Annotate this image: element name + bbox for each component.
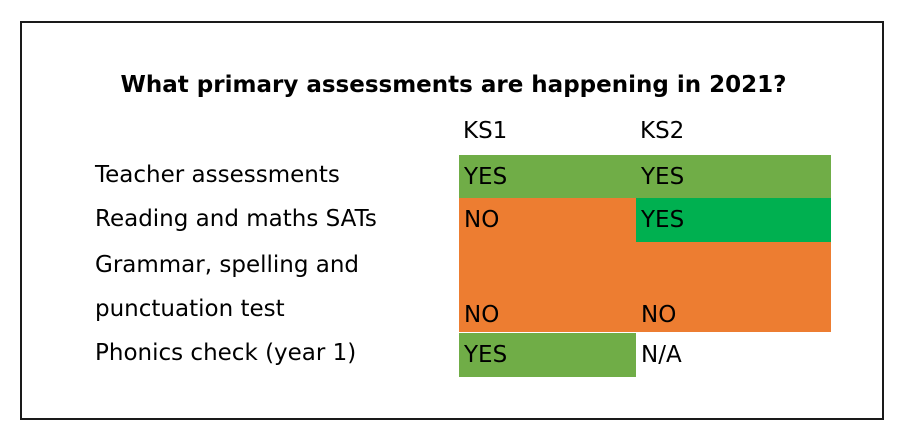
- cell-gps-test-ks1: NO: [459, 242, 636, 332]
- cell-phonics-check-ks1: YES: [459, 333, 636, 377]
- cell-value: NO: [464, 207, 500, 233]
- row-label-phonics-check: Phonics check (year 1): [95, 340, 357, 366]
- row-label-teacher-assessments: Teacher assessments: [95, 162, 340, 188]
- row-label-gps-test-line1: Grammar, spelling and: [95, 252, 360, 278]
- cell-value: NO: [641, 302, 677, 328]
- cell-value: YES: [464, 163, 508, 190]
- cell-teacher-assessments-ks2: YES: [636, 155, 831, 198]
- cell-value: YES: [641, 163, 685, 190]
- cell-gps-test-ks2: NO: [636, 242, 831, 332]
- row-label-gps-test-line2: punctuation test: [95, 296, 285, 322]
- cell-value: NO: [464, 302, 500, 328]
- table-title: What primary assessments are happening i…: [120, 72, 787, 98]
- cell-value: N/A: [641, 342, 682, 368]
- cell-reading-maths-sats-ks1: NO: [459, 198, 636, 242]
- row-label-reading-maths-sats: Reading and maths SATs: [95, 206, 377, 232]
- column-header-ks2: KS2: [640, 118, 685, 144]
- cell-teacher-assessments-ks1: YES: [459, 155, 636, 198]
- table-frame: [20, 21, 884, 420]
- cell-value: YES: [464, 342, 508, 368]
- column-header-ks1: KS1: [463, 118, 508, 144]
- cell-phonics-check-ks2: N/A: [636, 333, 831, 377]
- cell-reading-maths-sats-ks2: YES: [636, 198, 831, 242]
- cell-value: YES: [641, 207, 685, 233]
